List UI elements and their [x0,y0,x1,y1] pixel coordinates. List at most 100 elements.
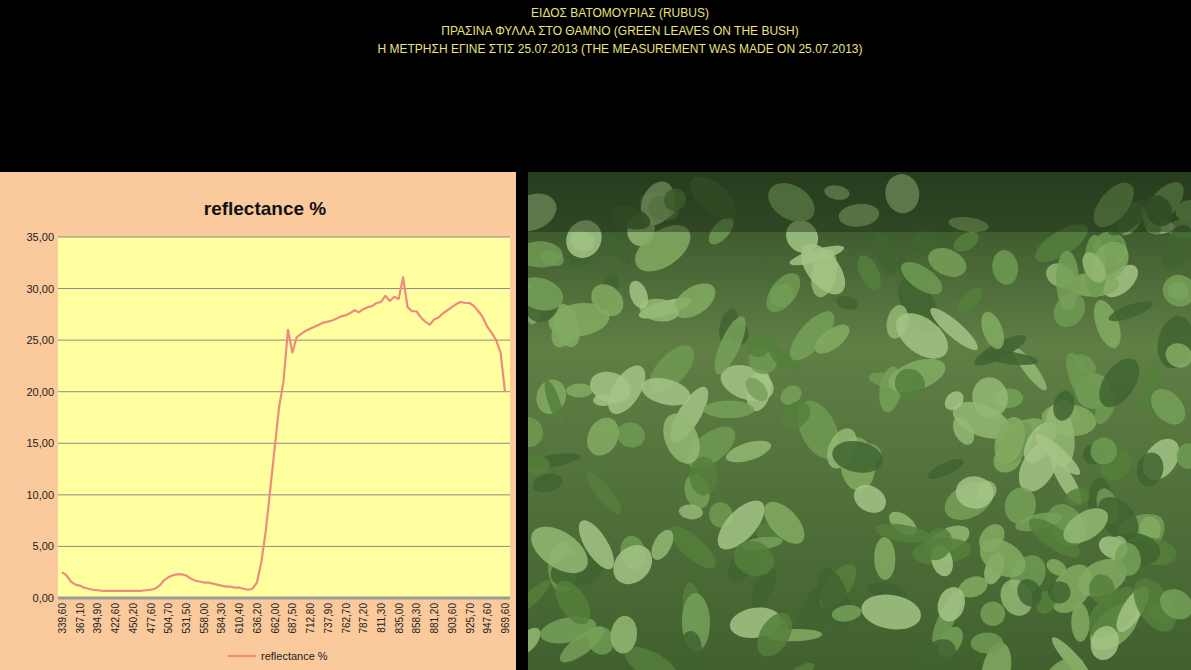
leaf [750,607,799,663]
leaf [741,374,772,406]
leaf [528,272,567,316]
leaf [638,373,693,410]
leaf [829,437,885,477]
leaf [849,479,891,518]
grid-line [58,494,510,495]
leaf [1071,603,1090,642]
y-tick-label: 25,00 [26,334,54,346]
leaf [609,615,639,655]
leaf [528,241,563,268]
leaf [528,623,545,659]
x-tick-label: 422,60 [110,603,121,634]
leaf [775,396,815,436]
leaf [528,455,550,476]
header-line: Η ΜΕΤΡΗΣΗ ΕΓΙΝΕ ΣΤΙΣ 25.07.2013 (THE MEA… [378,42,863,56]
x-tick-label: 531,50 [181,603,192,634]
x-tick-label: 835,00 [394,603,405,634]
leaf [1057,501,1114,551]
y-tick-label: 30,00 [26,283,54,295]
leaf [974,519,1010,557]
leaf [925,455,966,483]
x-tick-label: 636,20 [252,603,263,634]
plot-marks [62,277,505,591]
leaf [541,378,567,425]
x-tick-label: 584,30 [216,603,227,634]
leaf [585,278,630,323]
x-tick-label: 925,70 [465,603,476,634]
x-tick-label: 339,60 [57,603,68,634]
leaf [969,375,1011,421]
grid-line [58,598,510,599]
leaf [1037,650,1090,670]
x-axis [58,597,510,600]
plot-area [58,237,510,598]
leaf [664,519,722,574]
x-tick-label: 662,00 [270,603,281,634]
leaf [989,413,1030,467]
leaf [586,366,635,408]
leaf [605,537,660,592]
leaf [600,231,635,268]
leaf [1154,583,1191,626]
leaf [572,515,621,574]
grid-line [58,237,510,238]
leaf [566,383,593,397]
leaf [528,411,549,453]
leaf [977,309,1009,352]
leaf [760,267,807,318]
x-tick-label: 858,30 [411,603,422,634]
x-tick-label: 450,20 [128,603,139,634]
leaf [1144,382,1191,431]
leaf [757,495,812,551]
leaf [869,229,901,278]
leaf [1078,249,1110,287]
leaf [831,603,863,624]
y-tick-label: 0,00 [33,592,54,604]
leaf [812,564,858,633]
leaf [1089,297,1127,352]
leaf [954,474,995,510]
x-tick-label: 762,70 [341,603,352,634]
leaf [949,414,979,449]
leaf [582,468,626,518]
leaf [1162,339,1191,372]
leaf [904,631,965,670]
x-tick-label: 811,30 [376,603,387,633]
leaf [1113,541,1143,577]
leaf [1086,433,1121,468]
leaf [953,283,987,316]
y-tick-label: 10,00 [26,489,54,501]
x-tick-label: 881,20 [429,603,440,634]
y-tick-label: 15,00 [26,437,54,449]
x-tick-label: 558,00 [199,603,210,634]
leaf [1158,270,1191,311]
leaf [728,535,780,583]
leaf [1087,623,1123,664]
leaf [1009,344,1051,394]
leaf [1176,443,1191,469]
x-tick-label: 394,90 [92,603,103,634]
leaf [792,236,854,302]
leaf [614,419,648,451]
series-line [62,277,505,591]
leaf [980,348,1039,367]
chart-panel [0,172,516,670]
leaf [1133,450,1166,489]
leaf [531,471,565,496]
leaf [708,313,751,378]
grid-line [58,391,510,392]
photo-shade [528,172,1191,232]
leaf [626,278,652,311]
leaf [1071,350,1100,379]
leaf [874,520,933,546]
x-tick-label: 947,60 [482,603,493,634]
leaf [896,256,948,301]
grid-line [58,443,510,444]
leaf [938,474,999,528]
x-tick-label: 712,80 [305,603,316,634]
x-tick-label: 687,50 [287,603,298,634]
x-tick-label: 903,60 [447,603,458,634]
leaf [1091,351,1147,414]
leaf [918,523,958,565]
leaf [1056,251,1080,311]
